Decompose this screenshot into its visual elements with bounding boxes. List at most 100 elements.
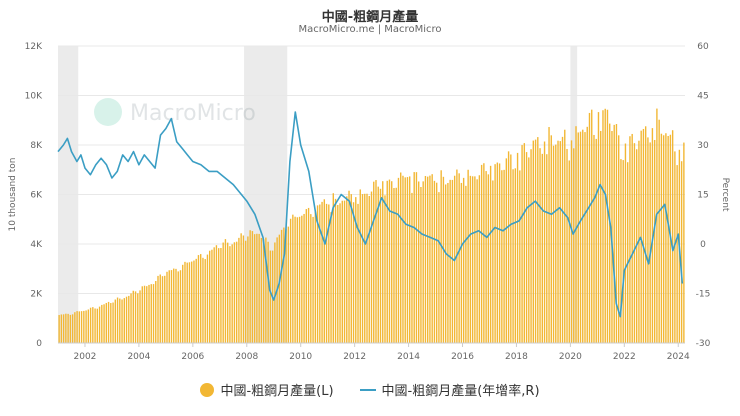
bar [566, 148, 568, 343]
bar [197, 255, 200, 343]
bar [492, 180, 494, 343]
bar [420, 187, 422, 343]
bar [191, 261, 193, 343]
ytick-right-label: -30 [696, 339, 711, 349]
xtick-label: 2002 [74, 352, 97, 362]
bar [631, 133, 633, 343]
bar [249, 230, 251, 343]
bar [65, 313, 67, 343]
xtick-label: 2004 [127, 352, 150, 362]
xtick-label: 2010 [289, 352, 312, 362]
bar [375, 180, 377, 343]
xtick-label: 2012 [343, 352, 366, 362]
bar [458, 173, 460, 343]
bar [78, 311, 81, 343]
bar [440, 170, 442, 343]
bar [278, 234, 281, 343]
xtick-label: 2024 [667, 352, 690, 362]
bar [660, 133, 663, 343]
bar [429, 175, 431, 343]
ytick-left-label: 4K [30, 240, 43, 250]
bar [83, 310, 85, 343]
ytick-left-label: 0 [36, 339, 42, 349]
bar [294, 216, 296, 343]
bar [487, 174, 490, 343]
bar [87, 309, 90, 343]
bar [206, 254, 209, 343]
bar [188, 262, 191, 343]
bar [665, 133, 667, 343]
bar [557, 140, 559, 343]
bar [400, 172, 402, 343]
bar [633, 143, 636, 343]
bar [573, 148, 575, 343]
bar [177, 271, 179, 343]
ytick-left-label: 2K [30, 290, 43, 300]
bar [620, 159, 622, 343]
bar [597, 112, 600, 343]
bar [411, 192, 413, 343]
bar [548, 127, 550, 344]
bar [121, 299, 123, 343]
bar [226, 242, 229, 343]
bar [110, 303, 112, 343]
bar [204, 259, 206, 343]
bar [480, 164, 483, 343]
bar [134, 291, 137, 343]
bar [501, 170, 503, 343]
bar [173, 268, 175, 343]
bar [613, 124, 615, 343]
bar [235, 241, 238, 343]
y-axis-left-title: 10 thousand ton [8, 158, 18, 232]
bar [422, 181, 424, 343]
watermark-logo-icon [94, 98, 122, 126]
bar [417, 181, 420, 343]
bar [582, 129, 584, 343]
bar [132, 290, 134, 343]
bar [96, 308, 99, 343]
bar [404, 177, 406, 343]
bar [593, 134, 595, 343]
bar [262, 239, 265, 343]
legend-item-bars[interactable]: 中國-粗鋼月產量(L) [200, 380, 334, 399]
bar [143, 285, 146, 343]
legend-item-line[interactable]: 中國-粗鋼月產量(年增率,R) [359, 380, 540, 399]
bar [146, 286, 148, 343]
bar [604, 108, 606, 343]
bar [539, 148, 541, 343]
legend: 中國-粗鋼月產量(L) 中國-粗鋼月產量(年增率,R) [0, 380, 740, 399]
bar [537, 137, 539, 343]
bar [94, 308, 96, 343]
bar [512, 169, 514, 343]
bar [348, 190, 350, 343]
bar [503, 169, 505, 343]
bar [346, 196, 348, 343]
bar [58, 315, 60, 343]
bar [602, 110, 604, 343]
ytick-left-label: 6K [30, 191, 43, 201]
bar [92, 307, 94, 343]
bar [649, 142, 651, 343]
bar [208, 250, 211, 343]
bar [355, 197, 357, 343]
bar [447, 182, 449, 343]
ytick-left-label: 8K [30, 141, 43, 151]
bar [139, 290, 141, 343]
bar [334, 198, 337, 343]
bar [85, 310, 87, 343]
bar [552, 145, 555, 343]
bar [393, 187, 395, 343]
bar [442, 176, 445, 343]
bar [364, 193, 366, 343]
bar [105, 302, 108, 343]
bar [640, 130, 642, 343]
watermark: MacroMicro [94, 98, 256, 126]
watermark-text: MacroMicro [130, 101, 256, 126]
ytick-left-label: 12K [25, 42, 43, 52]
bar [595, 138, 597, 343]
bar [350, 194, 352, 343]
ytick-right-label: 45 [697, 92, 708, 102]
bar [618, 135, 620, 343]
bar [561, 136, 564, 343]
bar [647, 137, 649, 343]
